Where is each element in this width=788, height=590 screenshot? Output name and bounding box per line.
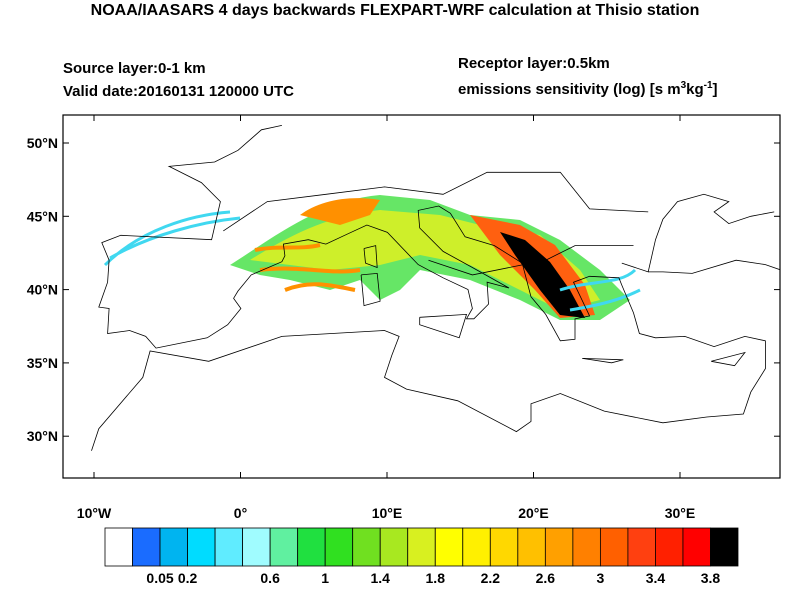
coastline [622, 194, 774, 272]
lat-label: 30°N [27, 428, 58, 444]
lon-label: 20°E [518, 505, 549, 521]
colorbar-label: 1.4 [370, 570, 390, 585]
receptor-layer: Receptor layer:0.5km [458, 55, 610, 72]
colorbar-label: 2.2 [481, 570, 501, 585]
coastline [92, 125, 766, 450]
colorbar-box [298, 528, 326, 566]
colorbar-box [160, 528, 188, 566]
colorbar-box [408, 528, 436, 566]
colorbar-label: 3.8 [701, 570, 721, 585]
plume [105, 195, 640, 320]
colorbar-box [710, 528, 738, 566]
coastline [711, 353, 745, 366]
colorbar-box [655, 528, 683, 566]
colorbar-box [490, 528, 518, 566]
colorbar-label: 3.4 [646, 570, 666, 585]
colorbar-box [353, 528, 381, 566]
coastline [420, 314, 467, 337]
coastlines [92, 125, 788, 450]
units-text: emissions sensitivity (log) [s m [458, 81, 681, 98]
colorbar-label: 1 [321, 570, 329, 585]
lat-label: 40°N [27, 282, 58, 298]
axes: 50°N 45°N 40°N 35°N 30°N 10°W 0° 10°E 20°E 30°E [27, 115, 780, 521]
colorbar-box [188, 528, 216, 566]
colorbar-label: 1.8 [426, 570, 446, 585]
lon-label: 0° [234, 505, 247, 521]
colorbar-label: 0.6 [260, 570, 280, 585]
coastline [648, 260, 788, 275]
units-text: ] [713, 81, 718, 98]
colorbar-label: 0.2 [178, 570, 198, 585]
colorbar-label: 2.6 [536, 570, 556, 585]
colorbar-box [435, 528, 463, 566]
lon-label: 30°E [665, 505, 696, 521]
units-text: kg [686, 81, 704, 98]
colorbar-box [518, 528, 546, 566]
lat-label: 50°N [27, 135, 58, 151]
colorbar-box [133, 528, 161, 566]
colorbar-box [600, 528, 628, 566]
colorbar-box [545, 528, 573, 566]
lon-label: 10°W [77, 505, 112, 521]
colorbar-box [105, 528, 133, 566]
lat-label: 45°N [27, 208, 58, 224]
title: NOAA/IAASARS 4 days backwards FLEXPART-W… [91, 2, 700, 19]
lat-label: 35°N [27, 355, 58, 371]
valid-date: Valid date:20160131 120000 UTC [63, 83, 294, 100]
colorbar-label: 3 [596, 570, 604, 585]
colorbar-label: 0.05 [146, 570, 173, 585]
colorbar-box [215, 528, 243, 566]
colorbar-box [243, 528, 271, 566]
colorbar-box [463, 528, 491, 566]
colorbar-box [270, 528, 298, 566]
lon-label: 10°E [372, 505, 403, 521]
colorbar-box [628, 528, 656, 566]
coastline [582, 358, 623, 362]
colorbar-box [573, 528, 601, 566]
colorbar-box [380, 528, 408, 566]
units: emissions sensitivity (log) [s m3kg-1] [458, 80, 718, 98]
colorbar: 0.05 0.2 0.6 1 1.4 1.8 2.2 2.6 3 3.4 3.8 [105, 528, 738, 585]
colorbar-box [683, 528, 711, 566]
map-frame [63, 115, 780, 478]
colorbar-box [325, 528, 353, 566]
source-layer: Source layer:0-1 km [63, 60, 206, 77]
